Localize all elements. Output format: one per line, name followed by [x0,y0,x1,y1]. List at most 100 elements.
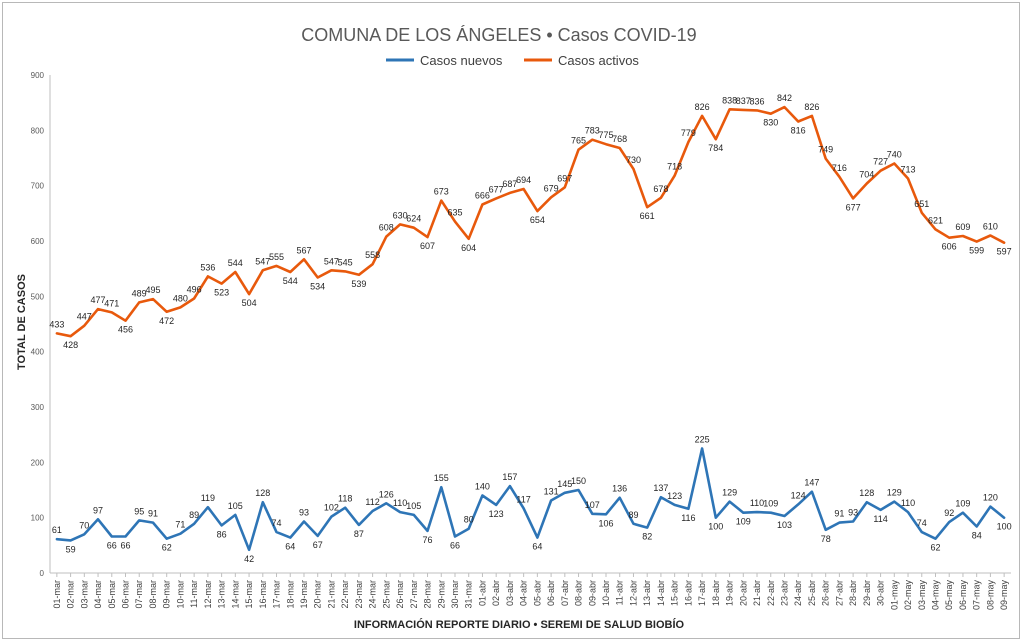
x-tick-label: 04-mar [93,580,103,609]
x-tick-label: 02-abr [491,580,501,606]
data-label-casos-activos: 428 [63,340,78,350]
x-tick-label: 23-mar [354,580,364,609]
data-label-casos-nuevos: 131 [544,487,559,497]
x-tick-label: 23-abr [779,580,789,606]
data-label-casos-activos: 694 [516,175,531,185]
x-tick-label: 03-abr [505,580,515,606]
data-label-casos-nuevos: 84 [972,531,982,541]
data-label-casos-nuevos: 150 [571,476,586,486]
x-tick-label: 08-abr [574,580,584,606]
data-label-casos-activos: 678 [653,184,668,194]
x-tick-label: 15-mar [244,580,254,609]
data-label-casos-nuevos: 136 [612,484,627,494]
x-tick-label: 07-abr [560,580,570,606]
data-label-casos-nuevos: 42 [244,554,254,564]
data-label-casos-nuevos: 124 [791,490,806,500]
data-label-casos-activos: 768 [612,134,627,144]
x-tick-label: 01-abr [477,580,487,606]
x-tick-label: 27-abr [834,580,844,606]
x-tick-label: 17-mar [272,580,282,609]
data-label-casos-nuevos: 147 [804,478,819,488]
data-label-casos-nuevos: 118 [338,494,352,504]
x-tick-label: 02-mar [66,580,76,609]
data-label-casos-nuevos: 80 [464,515,474,525]
x-tick-label: 30-abr [876,580,886,606]
y-tick-label: 200 [31,458,45,467]
data-label-casos-activos: 599 [969,246,984,256]
data-label-casos-nuevos: 87 [354,529,364,539]
data-label-casos-nuevos: 82 [642,532,652,542]
data-label-casos-activos: 836 [749,96,764,106]
data-label-casos-nuevos: 93 [299,508,309,518]
data-label-casos-activos: 713 [900,165,915,175]
data-label-casos-activos: 607 [420,241,435,251]
data-label-casos-nuevos: 100 [997,522,1012,532]
data-label-casos-nuevos: 117 [516,494,530,504]
data-label-casos-activos: 784 [708,143,723,153]
data-label-casos-activos: 558 [365,250,380,260]
data-label-casos-nuevos: 71 [175,520,185,530]
data-label-casos-nuevos: 109 [955,499,970,509]
x-ticks: 01-mar 02-mar 03-mar 04-mar 05-mar 06-mar 07-m… [52,573,1009,610]
x-tick-label: 26-abr [821,580,831,606]
data-label-casos-nuevos: 95 [134,506,144,516]
x-tick-label: 29-mar [436,580,446,609]
data-label-casos-activos: 826 [695,102,710,112]
data-label-casos-activos: 547 [324,256,339,266]
data-label-casos-activos: 545 [338,257,353,267]
data-label-casos-activos: 536 [200,262,215,272]
data-label-casos-nuevos: 155 [434,473,449,483]
data-label-casos-activos: 677 [489,184,504,194]
x-tick-label: 20-mar [313,580,323,609]
data-label-casos-nuevos: 91 [148,509,158,519]
data-label-casos-nuevos: 140 [475,482,490,492]
data-label-casos-activos: 608 [379,223,394,233]
x-axis-label: INFORMACIÓN REPORTE DIARIO • SEREMI DE S… [354,618,685,631]
data-label-casos-activos: 555 [269,252,284,262]
data-label-casos-activos: 547 [255,256,270,266]
data-label-casos-nuevos: 129 [887,488,902,498]
data-label-casos-nuevos: 70 [79,520,89,530]
data-label-casos-activos: 842 [777,93,792,103]
x-tick-label: 13-abr [642,580,652,606]
data-label-casos-activos: 624 [406,214,421,224]
data-label-casos-nuevos: 64 [532,542,542,552]
data-label-casos-nuevos: 110 [750,498,764,508]
x-tick-label: 04-abr [519,580,529,606]
x-tick-label: 19-abr [725,580,735,606]
data-label-casos-activos: 610 [983,222,998,232]
data-label-casos-activos: 679 [544,183,559,193]
data-label-casos-nuevos: 76 [422,535,432,545]
data-label-casos-activos: 783 [585,126,600,136]
data-label-casos-nuevos: 116 [681,513,695,523]
data-label-casos-activos: 534 [310,282,325,292]
x-tick-label: 21-abr [752,580,762,606]
data-label-casos-nuevos: 97 [93,505,103,515]
data-label-casos-activos: 472 [159,316,174,326]
x-tick-label: 03-mar [79,580,89,609]
data-label-casos-nuevos: 145 [557,479,572,489]
x-tick-label: 11-mar [189,580,199,608]
x-tick-label: 01-mar [52,580,62,609]
data-label-casos-activos: 489 [132,288,147,298]
data-label-casos-nuevos: 126 [379,489,394,499]
x-tick-label: 28-abr [848,580,858,606]
data-label-casos-activos: 673 [434,187,449,197]
line-chart: COMUNA DE LOS ÁNGELES • Casos COVID-19 C… [16,25,1012,631]
y-tick-label: 0 [40,569,45,578]
legend-label-casos-nuevos: Casos nuevos [420,53,503,68]
x-tick-label: 16-mar [258,580,268,609]
data-label-casos-nuevos: 120 [983,493,998,503]
data-label-casos-activos: 471 [104,298,119,308]
x-tick-label: 31-mar [464,580,474,609]
x-tick-label: 07-mar [134,580,144,609]
x-tick-label: 24-mar [368,580,378,609]
data-label-casos-activos: 697 [557,173,572,183]
data-label-casos-nuevos: 62 [162,543,172,553]
x-tick-label: 10-mar [175,580,185,609]
data-label-casos-nuevos: 102 [324,503,339,513]
data-label-casos-nuevos: 137 [653,483,668,493]
data-label-casos-nuevos: 110 [393,498,407,508]
data-label-casos-activos: 730 [626,155,641,165]
